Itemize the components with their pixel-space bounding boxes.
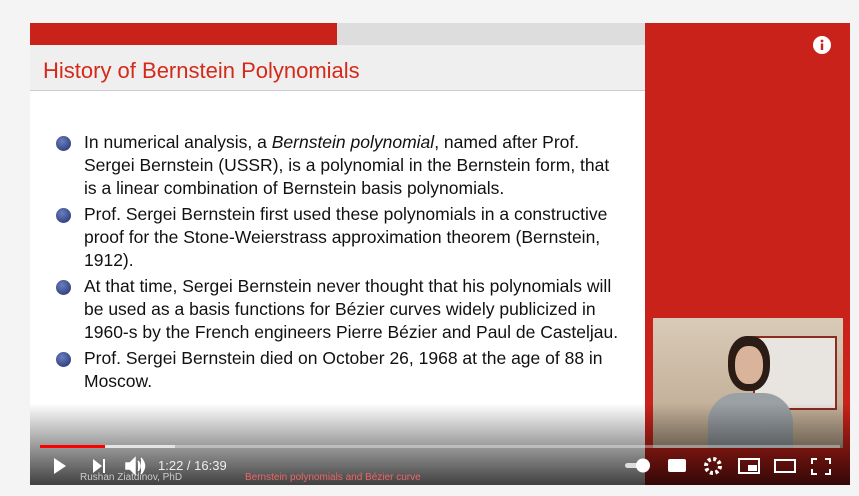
info-stem xyxy=(820,43,824,50)
next-button[interactable] xyxy=(93,459,105,473)
time-display: 1:22 / 16:39 xyxy=(158,458,227,473)
bullet-marker xyxy=(56,208,71,223)
slide-footer-author: Rushan Ziatdinov, PhD xyxy=(80,472,183,483)
title-band xyxy=(30,45,645,91)
bullet-text: Bernstein polynomial xyxy=(271,132,435,152)
bullet-marker xyxy=(56,136,71,151)
bullet-text: Prof. Sergei Bernstein died on October 2… xyxy=(84,348,603,391)
webcam-person-face xyxy=(735,346,763,384)
bullet-marker xyxy=(56,352,71,367)
slide-bar xyxy=(30,23,337,45)
bullet-text: In numerical analysis, a xyxy=(84,132,272,152)
video-player[interactable]: History of Bernstein Polynomials In nume… xyxy=(30,23,850,485)
bullet-text: Prof. Sergei Bernstein first used these … xyxy=(84,204,608,270)
bullet-text: , named after Prof. Sergei Bernstein (US… xyxy=(84,132,610,198)
fullscreen-button[interactable] xyxy=(811,458,831,475)
bullet-text: At that time, Sergei Bernstein never tho… xyxy=(84,276,619,342)
slide-footer-title: Bernstein polynomials and Bézier curve xyxy=(245,472,421,483)
slide-bar xyxy=(337,23,645,45)
progress-track[interactable] xyxy=(40,445,840,448)
bullet: Prof. Sergei Bernstein first used these … xyxy=(56,203,626,272)
play-button[interactable] xyxy=(54,458,66,474)
info-button[interactable] xyxy=(813,36,831,54)
bullet-list: In numerical analysis, a Bernstein polyn… xyxy=(56,131,626,396)
controls-gradient xyxy=(30,403,850,485)
bullet: Prof. Sergei Bernstein died on October 2… xyxy=(56,347,626,393)
bullet-marker xyxy=(56,280,71,295)
progress-played xyxy=(40,445,105,448)
subtitles-button[interactable] xyxy=(668,459,686,472)
volume-button[interactable] xyxy=(125,456,146,476)
settings-button[interactable] xyxy=(704,457,722,475)
miniplayer-button[interactable] xyxy=(738,458,760,474)
autoplay-knob xyxy=(636,458,650,473)
control-icons xyxy=(54,456,831,476)
theater-button[interactable] xyxy=(774,459,796,473)
info-dot xyxy=(820,39,824,43)
bullet: At that time, Sergei Bernstein never tho… xyxy=(56,275,626,344)
progress-buffer xyxy=(40,445,175,448)
bullet: In numerical analysis, a Bernstein polyn… xyxy=(56,131,626,200)
slide-title: History of Bernstein Polynomials xyxy=(43,58,360,83)
miniplayer-inner xyxy=(748,465,757,471)
